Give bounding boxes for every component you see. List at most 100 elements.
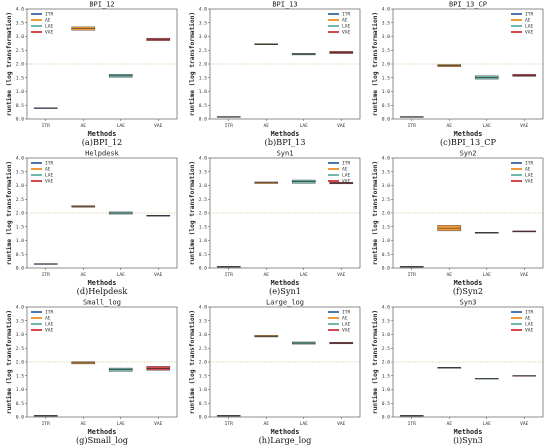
y-tick-label: 3.5 xyxy=(382,169,391,175)
box-vae xyxy=(329,342,354,345)
box-vae xyxy=(512,73,537,77)
y-tick-label: 2.0 xyxy=(382,211,391,217)
y-tick-label: 0.0 xyxy=(16,266,25,272)
legend-label: LAE xyxy=(525,322,534,328)
x-tick-label: VAE xyxy=(154,421,163,427)
x-tick-label: AE xyxy=(263,421,269,427)
x-tick-label: VAE xyxy=(154,272,163,278)
y-tick-label: 3.0 xyxy=(16,34,25,40)
legend-label: VAE xyxy=(45,30,54,36)
chart-svg: Large_log 0.0 0.5 1.0 1.5 2.0 2.5 3.0 3.5 4.0runt… xyxy=(188,299,361,445)
y-tick-label: 1.0 xyxy=(16,238,25,244)
box-vae xyxy=(146,366,171,371)
x-tick-label: VAE xyxy=(337,272,346,278)
box-itr xyxy=(399,266,424,268)
y-tick-label: 2.5 xyxy=(16,346,25,352)
y-tick-label: 3.0 xyxy=(16,183,25,189)
y-tick-label: 1.5 xyxy=(199,373,208,379)
x-axis-label: Methods xyxy=(88,130,117,138)
box-ae xyxy=(254,43,279,45)
box-itr xyxy=(216,415,241,417)
box-ae xyxy=(254,335,279,338)
y-tick-label: 2.0 xyxy=(199,211,208,217)
y-axis-label: runtime (log transformation) xyxy=(5,12,13,116)
x-tick-label: LAE xyxy=(300,123,309,129)
x-tick-label: AE xyxy=(446,123,452,129)
legend-label: LAE xyxy=(45,24,54,30)
box-itr xyxy=(33,107,58,109)
chart-panel: BPI_13_CP 0.0 0.5 1.0 1.5 2.0 2.5 3.0 3.5 4.0 runt… xyxy=(366,0,549,148)
x-tick-label: VAE xyxy=(337,421,346,427)
y-tick-label: 2.5 xyxy=(199,48,208,54)
x-tick-label: AE xyxy=(80,421,86,427)
y-tick-label: 4.0 xyxy=(199,305,208,311)
box-lae xyxy=(108,211,133,215)
x-axis-label: Methods xyxy=(454,130,483,138)
box-vae xyxy=(146,37,171,41)
y-axis-label: runtime (log transformation) xyxy=(371,310,379,414)
y-tick-label: 0.5 xyxy=(382,103,391,109)
chart-title: Syn1 xyxy=(277,150,294,158)
y-tick-label: 2.5 xyxy=(199,197,208,203)
y-tick-label: 3.0 xyxy=(382,183,391,189)
y-tick-label: 4.0 xyxy=(199,7,208,13)
figure-caption: (f)Syn2 xyxy=(453,286,483,296)
x-tick-label: AE xyxy=(80,272,86,278)
chart-svg: BPI_13 0.0 0.5 1.0 1.5 2.0 2.5 3.0 3.5 4.0runtime… xyxy=(188,1,361,147)
y-tick-label: 1.5 xyxy=(16,373,25,379)
box-itr xyxy=(216,266,241,268)
chart-panel: Syn1 0.0 0.5 1.0 1.5 2.0 2.5 3.0 3.5 4.0 runtime (… xyxy=(183,149,366,297)
x-tick-label: ITR xyxy=(225,272,234,278)
y-axis-label: runtime (log transformation) xyxy=(5,310,13,414)
box-lae xyxy=(291,341,316,345)
y-tick-label: 3.5 xyxy=(382,20,391,26)
legend-label: AE xyxy=(525,18,531,24)
x-tick-label: LAE xyxy=(300,421,309,427)
x-tick-label: VAE xyxy=(337,123,346,129)
box-lae xyxy=(474,378,499,380)
figure-caption: (h)Large_log xyxy=(259,435,312,445)
y-tick-label: 2.0 xyxy=(16,62,25,68)
y-tick-label: 1.0 xyxy=(199,89,208,95)
y-tick-label: 0.5 xyxy=(199,401,208,407)
y-tick-label: 2.5 xyxy=(16,197,25,203)
box-itr xyxy=(216,116,241,118)
x-axis-label: Methods xyxy=(88,279,117,287)
x-tick-label: VAE xyxy=(520,421,529,427)
x-tick-label: ITR xyxy=(42,272,51,278)
chart-title: Syn3 xyxy=(460,299,477,307)
chart-title: BPI_13_CP xyxy=(449,1,487,9)
y-tick-label: 2.0 xyxy=(16,360,25,366)
y-tick-label: 3.5 xyxy=(16,20,25,26)
figure-caption: (e)Syn1 xyxy=(269,286,301,296)
legend-label: VAE xyxy=(45,328,54,334)
y-tick-label: 0.0 xyxy=(16,415,25,421)
chart-svg: BPI_12 0.0 0.5 1.0 1.5 2.0 2.5 3.0 3.5 4.0runtime… xyxy=(5,1,178,147)
box-lae xyxy=(291,179,316,184)
y-tick-label: 0.0 xyxy=(199,415,208,421)
chart-title: Large_log xyxy=(266,299,304,307)
chart-title: Syn2 xyxy=(460,150,477,158)
y-axis-label: runtime (log transformation) xyxy=(371,161,379,265)
legend-label: VAE xyxy=(525,328,534,334)
legend-label: ITR xyxy=(45,161,54,167)
legend-label: AE xyxy=(342,316,348,322)
y-tick-label: 3.0 xyxy=(16,332,25,338)
figure-caption: (i)Syn3 xyxy=(453,435,483,445)
box-ae xyxy=(437,367,462,369)
legend-label: VAE xyxy=(45,179,54,185)
y-tick-label: 1.0 xyxy=(199,238,208,244)
y-tick-label: 1.5 xyxy=(199,75,208,81)
x-tick-label: ITR xyxy=(225,421,234,427)
legend-label: LAE xyxy=(45,173,54,179)
y-tick-label: 1.5 xyxy=(16,75,25,81)
x-tick-label: ITR xyxy=(42,123,51,129)
y-tick-label: 1.0 xyxy=(199,387,208,393)
y-tick-label: 3.5 xyxy=(16,169,25,175)
y-tick-label: 2.0 xyxy=(16,211,25,217)
